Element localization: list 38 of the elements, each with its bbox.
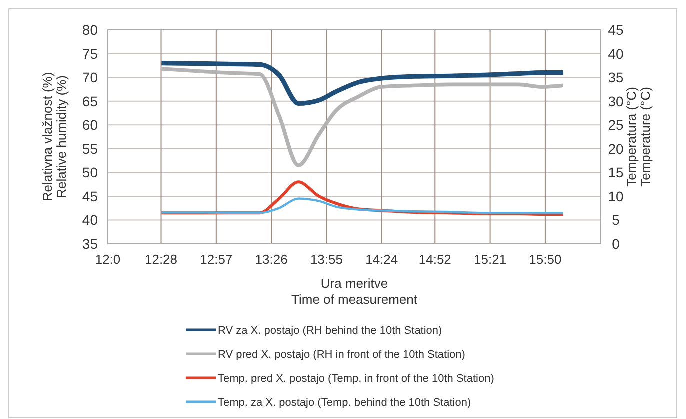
y-tick-label: 70 — [82, 70, 98, 86]
y-tick-label: 55 — [82, 140, 98, 157]
x-tick-label: 13:26 — [255, 252, 288, 267]
legend-label: RV pred X. postajo (RH in front of the 10th Station) — [218, 349, 466, 361]
y2-axis-title: Temperatura (°C) Temperature (°C) — [624, 87, 653, 187]
y-tick-label: 75 — [82, 46, 98, 62]
y-tick-label: 65 — [82, 93, 98, 110]
y-tick-label: 60 — [82, 117, 98, 134]
legend-label: Temp. za X. postajo (Temp. behind the 10th Station) — [218, 397, 472, 409]
x-tick-label: 15:50 — [529, 252, 562, 267]
legend-label: Temp. pred X. postajo (Temp. in front of the 10th Station) — [218, 373, 494, 385]
x-tick-label: 14:24 — [366, 252, 398, 267]
x-tick-label: 12:0 — [95, 252, 121, 267]
y-tick-label: 80 — [82, 22, 98, 38]
y2-tick-label: 30 — [608, 93, 624, 110]
y2-tick-label: 0 — [612, 236, 620, 252]
x-tick-label: 12:28 — [144, 252, 178, 267]
y-tick-label: 50 — [82, 164, 98, 181]
line-series — [160, 67, 566, 168]
y2-tick-label: 40 — [608, 46, 624, 62]
y2-tick-label: 45 — [608, 22, 624, 38]
x-tick-label: 12:57 — [200, 252, 233, 267]
y-tick-label: 40 — [82, 212, 98, 228]
y2-tick-label: 10 — [608, 188, 624, 204]
line-series — [160, 198, 564, 214]
x-axis-title: Ura meritve Time of measurement — [292, 276, 418, 307]
x-tick-label: 13:55 — [310, 252, 344, 267]
x-tick-label: 14:52 — [418, 252, 452, 267]
y-tick-label: 35 — [82, 236, 98, 252]
y2-tick-label: 25 — [608, 117, 624, 134]
y-axis-title: Relativna vlažnost (%) Relative humidity (%) — [40, 72, 69, 202]
y2-tick-label: 15 — [608, 164, 624, 181]
y2-tick-label: 5 — [612, 212, 620, 228]
y2-tick-label: 20 — [608, 140, 624, 157]
legend-label: RV za X. postajo (RH behind the 10th Station) — [218, 325, 442, 337]
y-tick-label: 45 — [82, 188, 98, 204]
x-tick-label: 15:21 — [474, 252, 507, 267]
y2-tick-label: 35 — [608, 70, 624, 86]
